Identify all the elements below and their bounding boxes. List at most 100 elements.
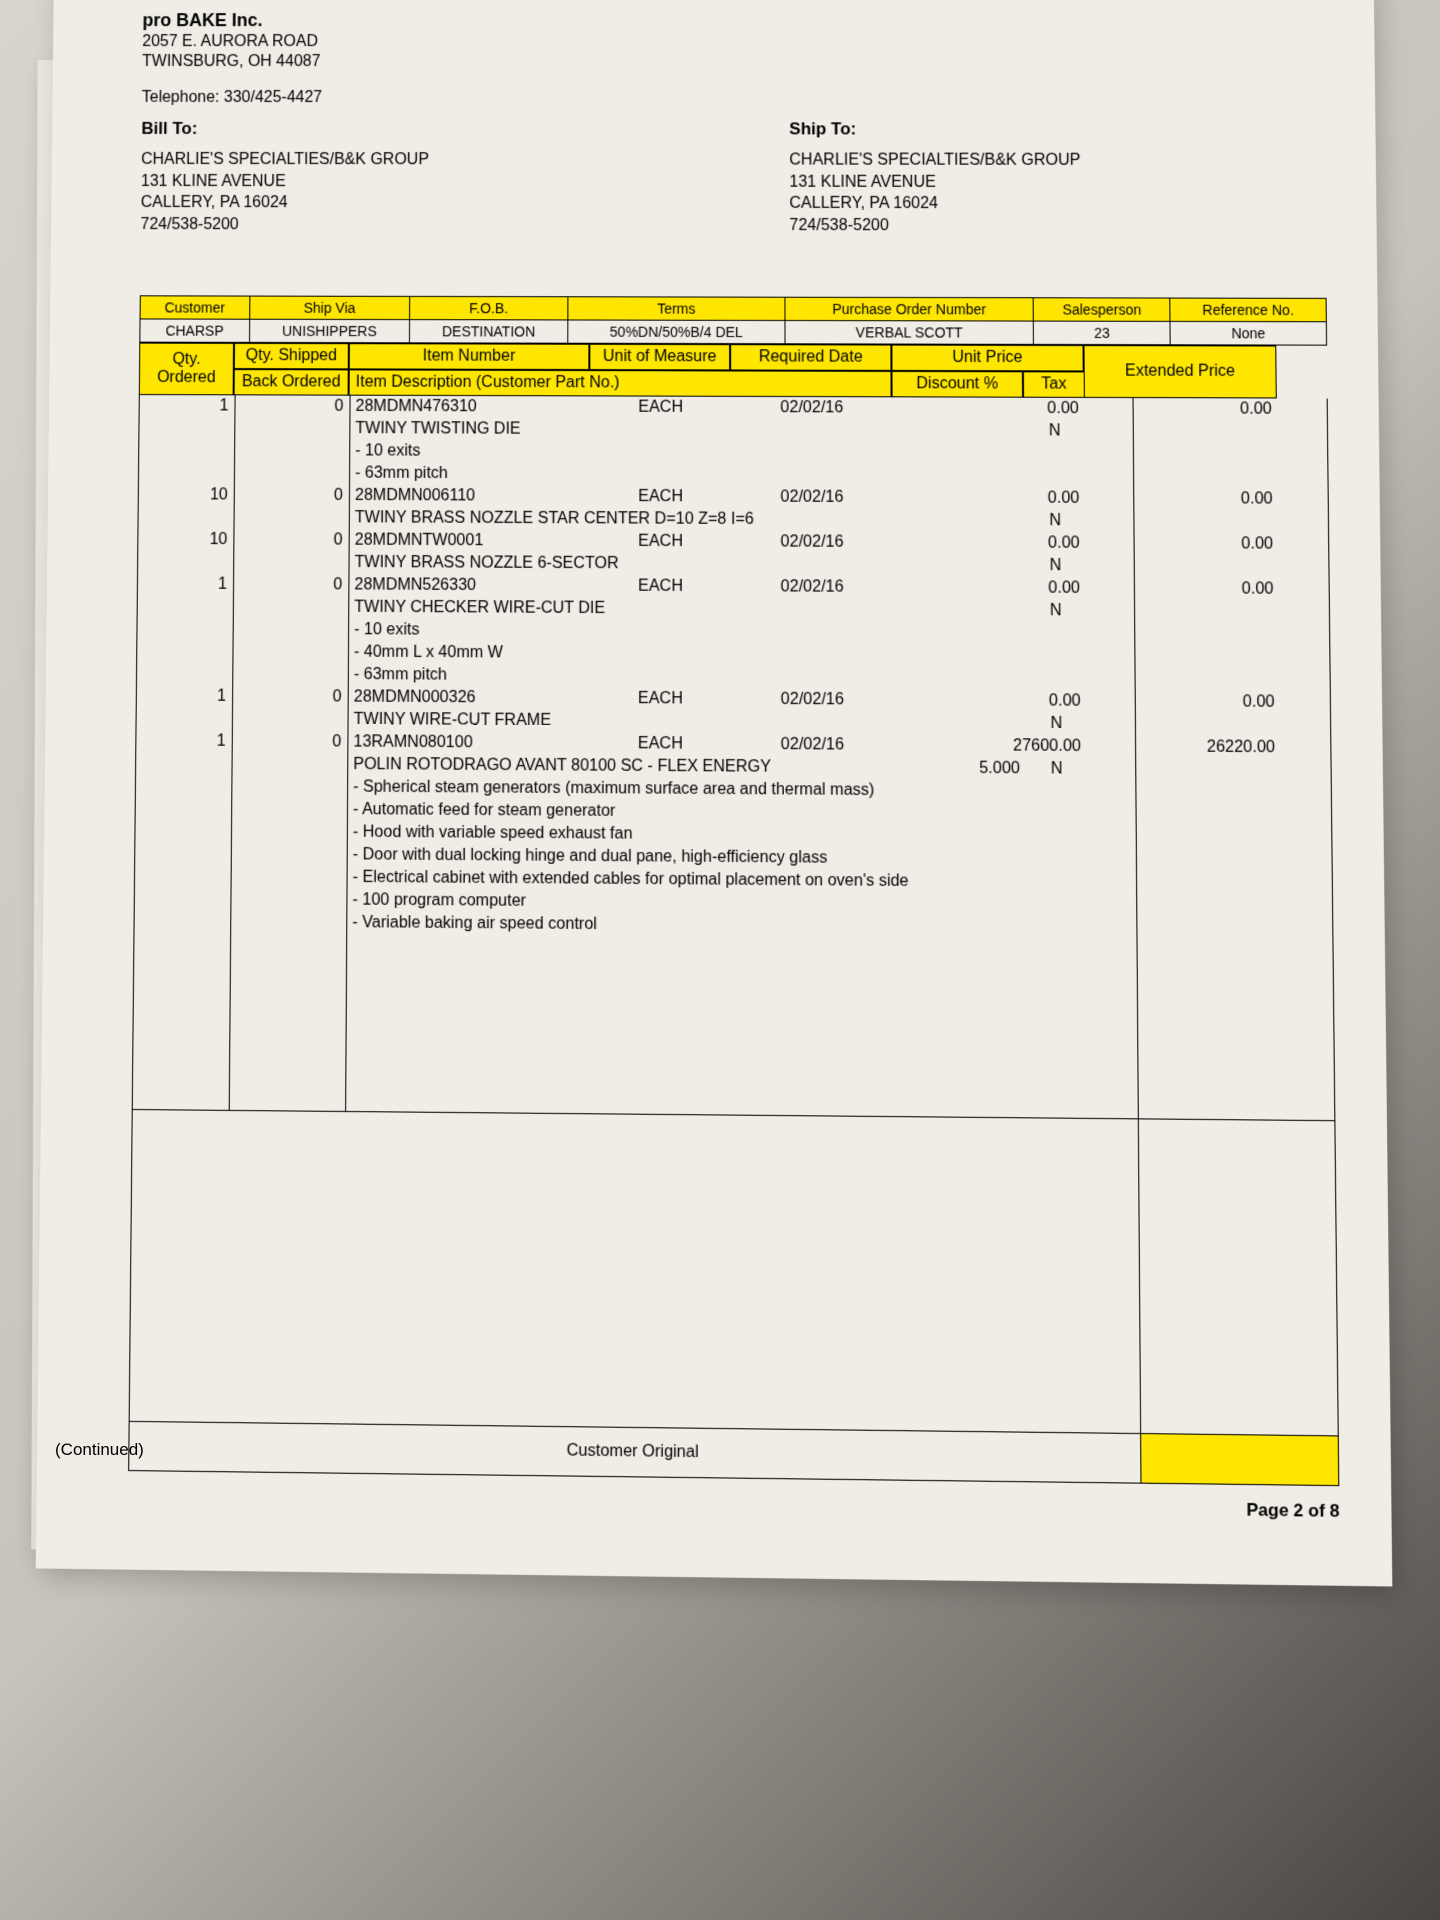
col-uom: Unit of Measure — [589, 344, 730, 371]
continued-label: (Continued) — [55, 1440, 144, 1460]
ship-to-phone: 724/538-5200 — [789, 215, 1080, 237]
col-tax: Tax — [1023, 372, 1084, 399]
item-number: 28MDMNTW0001 — [349, 530, 590, 553]
val-shipvia: UNISHIPPERS — [249, 320, 410, 344]
discount: 5.000 — [894, 757, 1026, 780]
tax: N — [1025, 600, 1086, 623]
required-date: 02/02/16 — [731, 734, 893, 758]
ship-to-addr1: 131 KLINE AVENUE — [789, 171, 1080, 193]
required-date: 02/02/16 — [731, 531, 893, 554]
company-name: pro BAKE Inc. — [142, 10, 1323, 31]
discount — [894, 712, 1026, 735]
tax: N — [1025, 555, 1086, 578]
col-required-date: Required Date — [730, 345, 891, 372]
uom: EACH — [590, 576, 731, 599]
uom: EACH — [590, 397, 731, 420]
item-number: 28MDMN006110 — [349, 485, 590, 508]
document-page: pro BAKE Inc. 2057 E. AURORA ROAD TWINSB… — [36, 0, 1393, 1587]
order-header-table: Customer Ship Via F.O.B. Terms Purchase … — [139, 296, 1327, 346]
hdr-ref: Reference No. — [1170, 298, 1326, 322]
uom: EACH — [590, 486, 731, 509]
required-date: 02/02/16 — [731, 397, 892, 420]
hdr-fob: F.O.B. — [410, 297, 568, 321]
bill-to-addr1: 131 KLINE AVENUE — [141, 171, 429, 193]
extended-price: 0.00 — [1086, 578, 1280, 601]
extended-price: 26220.00 — [1087, 736, 1281, 760]
hdr-po: Purchase Order Number — [785, 298, 1034, 322]
tax: N — [1026, 713, 1087, 736]
hdr-shipvia: Ship Via — [249, 296, 410, 320]
qty-shipped: 0 — [233, 529, 348, 552]
val-po: VERBAL SCOTT — [785, 321, 1034, 345]
bill-to-block: Bill To: CHARLIE'S SPECIALTIES/B&K GROUP… — [140, 119, 429, 236]
val-ref: None — [1170, 322, 1326, 346]
extended-price: 0.00 — [1087, 691, 1281, 715]
qty-shipped: 0 — [232, 686, 348, 709]
item-number: 13RAMN080100 — [347, 732, 589, 756]
item-number: 28MDMN476310 — [349, 396, 590, 419]
val-terms: 50%DN/50%B/4 DEL — [568, 320, 785, 344]
order-header-labels-row: Customer Ship Via F.O.B. Terms Purchase … — [140, 296, 1326, 322]
qty-ordered: 1 — [137, 685, 233, 708]
unit-price: 0.00 — [893, 577, 1086, 600]
tax: N — [1024, 420, 1085, 443]
extended-price: 0.00 — [1085, 398, 1278, 421]
col-qty-ordered: Qty. Ordered — [139, 343, 234, 396]
unit-price: 0.00 — [893, 398, 1085, 421]
tax: N — [1026, 758, 1087, 781]
footer-yellow-box — [1141, 1434, 1338, 1485]
qty-ordered: 1 — [140, 395, 235, 418]
company-addr1: 2057 E. AURORA ROAD — [142, 33, 1324, 51]
qty-shipped: 0 — [234, 485, 349, 508]
col-back-ordered: Back Ordered — [234, 369, 349, 396]
unit-price: 0.00 — [894, 690, 1087, 714]
qty-ordered: 10 — [139, 484, 234, 507]
val-customer: CHARSP — [140, 319, 249, 342]
qty-shipped: 0 — [233, 574, 349, 597]
ship-to-name: CHARLIE'S SPECIALTIES/B&K GROUP — [789, 149, 1080, 171]
line-header-row-1: Qty. Ordered Qty. Shipped Item Number Un… — [139, 343, 1328, 399]
qty-ordered: 1 — [138, 574, 233, 597]
extended-price: 0.00 — [1086, 533, 1280, 556]
item-description: TWINY CHECKER WIRE-CUT DIE — [348, 597, 893, 622]
unit-price: 27600.00 — [894, 735, 1088, 759]
col-unit-price: Unit Price — [891, 345, 1083, 372]
line-items-body: 1028MDMN476310EACH02/02/160.000.00TWINY … — [132, 395, 1336, 1121]
val-fob: DESTINATION — [410, 320, 568, 344]
discount — [893, 555, 1025, 578]
company-header: pro BAKE Inc. 2057 E. AURORA ROAD TWINSB… — [142, 10, 1325, 108]
item-number: 28MDMN526330 — [348, 574, 590, 598]
required-date: 02/02/16 — [731, 576, 893, 599]
item-description: TWINY TWISTING DIE — [349, 418, 892, 442]
discount — [893, 420, 1025, 443]
item-number: 28MDMN000326 — [348, 687, 590, 711]
order-header-values-row: CHARSP UNISHIPPERS DESTINATION 50%DN/50%… — [140, 319, 1327, 345]
unit-price: 0.00 — [893, 487, 1086, 510]
address-block: Bill To: CHARLIE'S SPECIALTIES/B&K GROUP… — [140, 119, 1326, 237]
page-number: Page 2 of 8 — [128, 1486, 1340, 1522]
lower-empty-block — [129, 1110, 1339, 1436]
discount — [893, 510, 1025, 533]
hdr-salesperson: Salesperson — [1033, 298, 1170, 322]
col-item-number: Item Number — [349, 344, 590, 371]
ship-to-label: Ship To: — [789, 119, 1080, 139]
ship-to-block: Ship To: CHARLIE'S SPECIALTIES/B&K GROUP… — [789, 119, 1081, 237]
col-qty-shipped: Qty. Shipped — [234, 343, 349, 370]
bill-to-addr2: CALLERY, PA 16024 — [141, 192, 429, 214]
bill-to-name: CHARLIE'S SPECIALTIES/B&K GROUP — [141, 149, 429, 171]
col-extended-price: Extended Price — [1084, 345, 1277, 398]
col-item-desc: Item Description (Customer Part No.) — [349, 370, 892, 398]
discount — [893, 599, 1025, 622]
hdr-customer: Customer — [140, 296, 249, 319]
item-description: TWINY WIRE-CUT FRAME — [347, 709, 893, 735]
qty-ordered: 10 — [138, 529, 233, 552]
col-discount: Discount % — [891, 371, 1023, 398]
uom: EACH — [590, 531, 731, 554]
qty-shipped: 0 — [234, 396, 349, 419]
required-date: 02/02/16 — [731, 487, 893, 510]
required-date: 02/02/16 — [731, 689, 893, 712]
qty-ordered: 1 — [136, 730, 232, 753]
company-addr2: TWINSBURG, OH 44087 — [142, 53, 1324, 71]
unit-price: 0.00 — [893, 532, 1086, 555]
item-description: TWINY BRASS NOZZLE STAR CENTER D=10 Z=8 … — [349, 507, 893, 532]
